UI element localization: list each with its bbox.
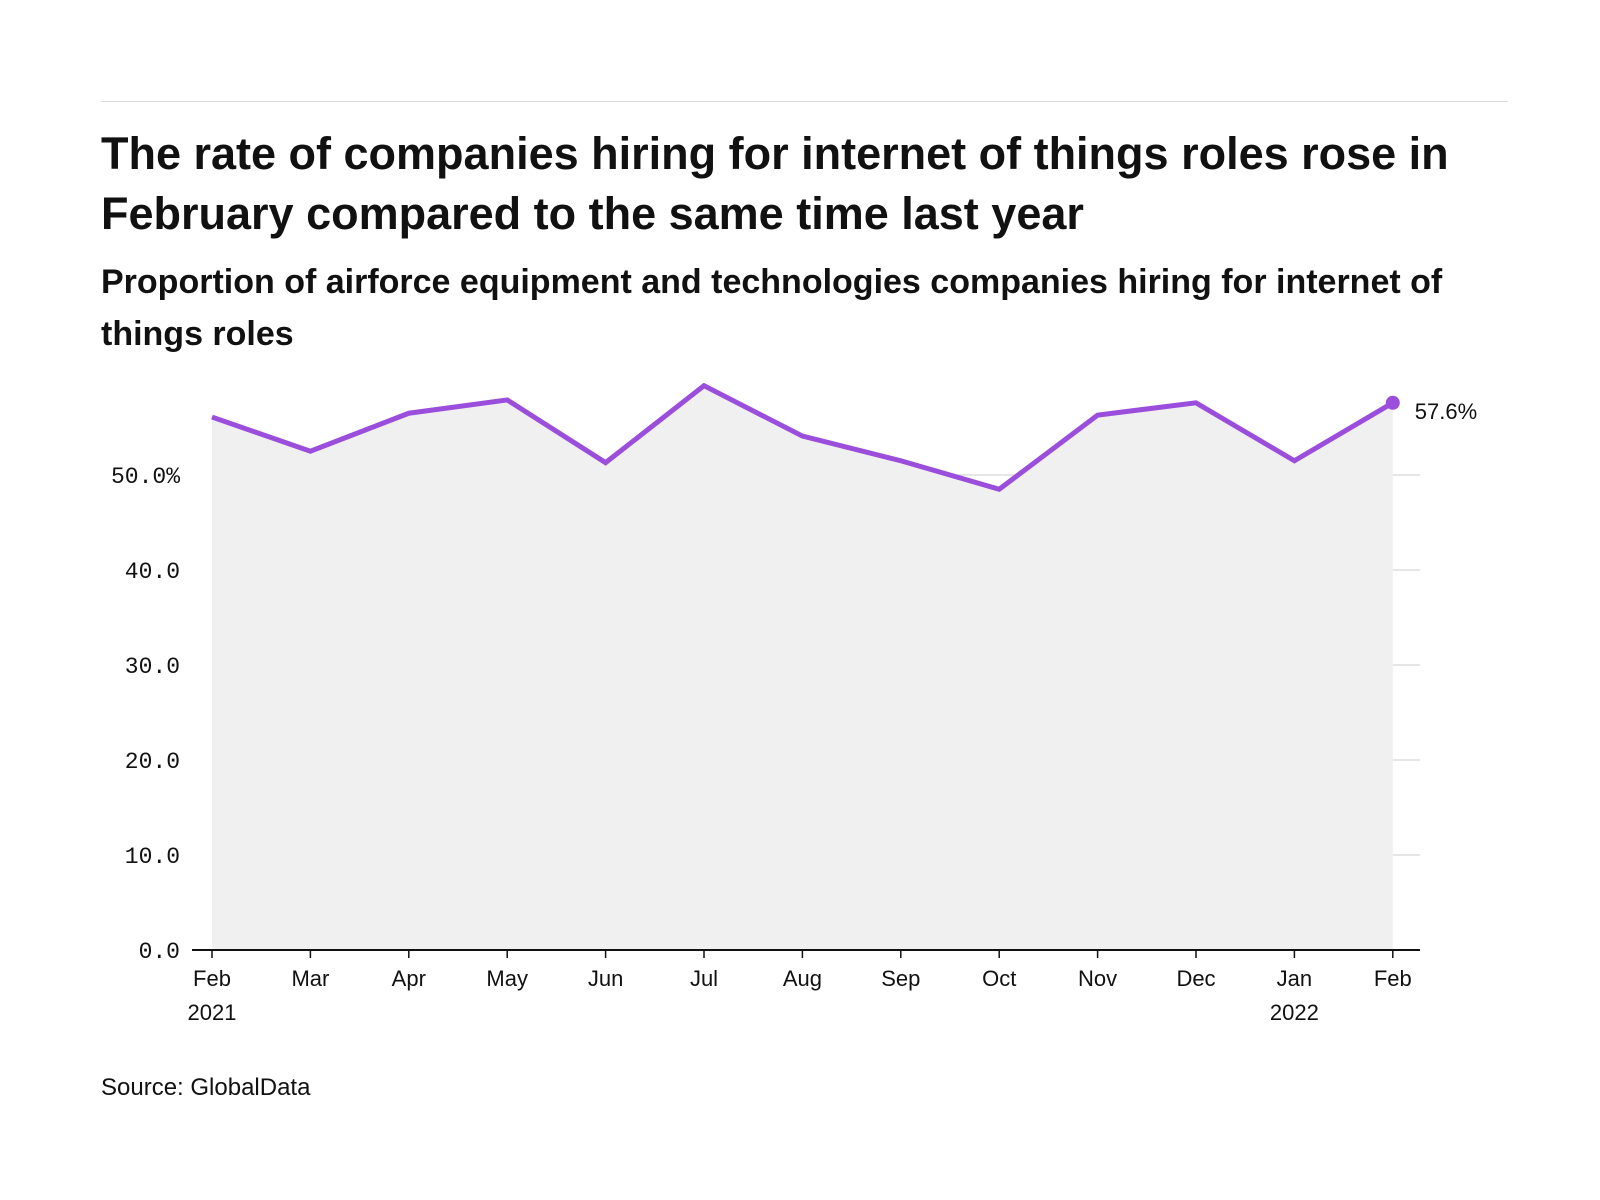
data-labels: 57.6% — [1415, 399, 1477, 424]
data-label: 57.6% — [1415, 399, 1477, 424]
series-area — [212, 385, 1393, 950]
top-divider — [101, 101, 1508, 102]
x-tick-label: Feb — [193, 966, 231, 991]
y-tick-label: 0.0 — [139, 939, 180, 965]
series-line — [211, 382, 1395, 492]
data-points — [1385, 395, 1400, 410]
x-tick-label: Sep — [881, 966, 920, 991]
x-tick-label: Dec — [1176, 966, 1215, 991]
source-note: Source: GlobalData — [101, 1074, 311, 1101]
x-tick-label: Feb — [1374, 966, 1412, 991]
x-tick-label: Nov — [1078, 966, 1117, 991]
y-tick-label: 30.0 — [125, 654, 180, 680]
x-tick-label: Mar — [291, 966, 329, 991]
chart-title: The rate of companies hiring for interne… — [101, 128, 1449, 239]
x-axis-tick-labels: Feb 2021 Mar Apr May Jun Jul Aug Sep Oct Nov Dec Jan… — [188, 966, 1412, 1025]
x-tick-label: Jul — [690, 966, 718, 991]
x-tick-label: Apr — [392, 966, 426, 991]
y-tick-label: 50.0% — [111, 464, 180, 490]
x-axis-tick-marks — [211, 950, 1394, 958]
x-tick-year-label: 2021 — [188, 1000, 237, 1025]
chart-subtitle: Proportion of airforce equipment and tec… — [101, 263, 1443, 353]
y-tick-label: 10.0 — [125, 844, 180, 870]
y-tick-label: 40.0 — [125, 559, 180, 585]
y-tick-label: 20.0 — [125, 749, 180, 775]
x-tick-label: Jan — [1277, 966, 1312, 991]
x-tick-label: Jun — [588, 966, 623, 991]
y-axis-tick-labels: 0.0 10.0 20.0 30.0 40.0 50.0% — [111, 464, 180, 965]
data-point — [1385, 395, 1400, 410]
x-tick-label: May — [486, 966, 528, 991]
x-tick-year-label: 2022 — [1270, 1000, 1319, 1025]
x-tick-label: Aug — [783, 966, 822, 991]
x-tick-label: Oct — [982, 966, 1016, 991]
